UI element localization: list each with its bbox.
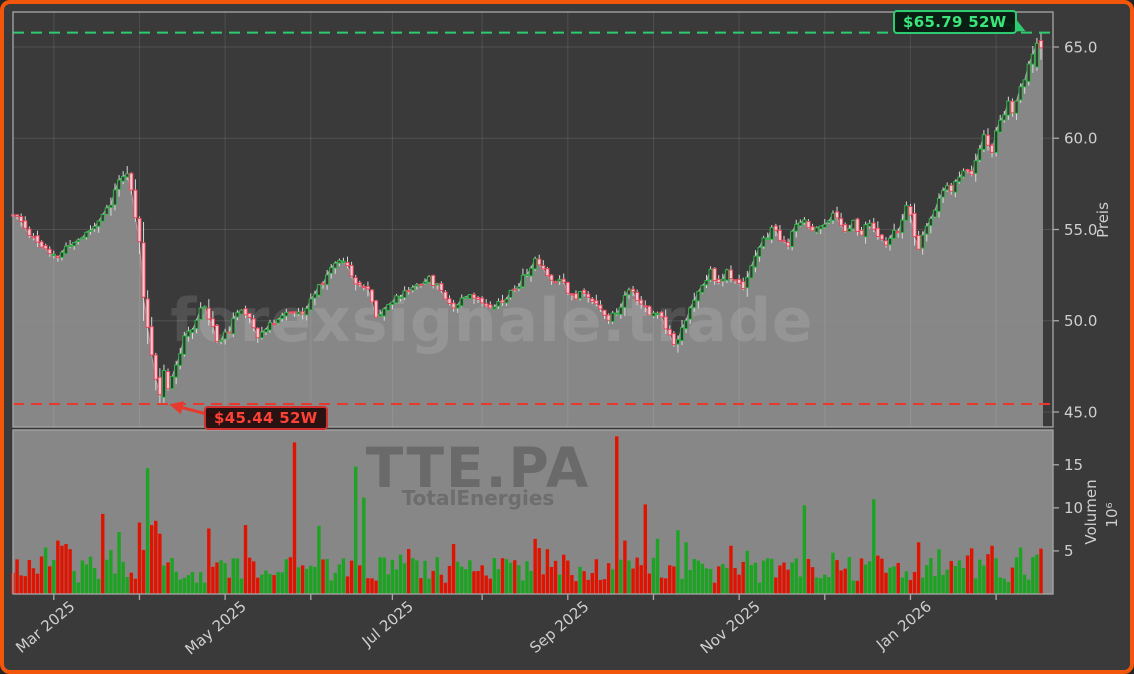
volume-panel-border <box>12 429 1054 595</box>
watermark-site: forexsignale.trade <box>170 286 813 356</box>
svg-text:10: 10 <box>1064 499 1083 517</box>
candlesticks <box>10 32 1044 404</box>
svg-text:55.0: 55.0 <box>1064 221 1097 239</box>
price-axis-ticks: 45.0 50.0 55.0 60.0 65.0 <box>1053 38 1097 421</box>
svg-text:45.0: 45.0 <box>1064 403 1097 421</box>
svg-text:15: 15 <box>1064 456 1083 474</box>
svg-text:May 2025: May 2025 <box>181 597 249 658</box>
x-axis-ticks: Mar 2025 May 2025 Jul 2025 Sep 2025 Nov 2025… <box>12 594 997 659</box>
price-axis-title: Preis <box>1094 202 1112 238</box>
svg-text:Jul 2025: Jul 2025 <box>358 597 417 651</box>
volume-scale-label: 10⁶ <box>1103 502 1121 528</box>
52w-high-annotation: $65.79 52W <box>893 10 1017 34</box>
price-area-fill <box>13 43 1043 428</box>
svg-text:5: 5 <box>1064 542 1074 560</box>
svg-text:Jan 2026: Jan 2026 <box>872 597 935 654</box>
svg-text:50.0: 50.0 <box>1064 312 1097 330</box>
price-panel-border <box>12 11 1054 428</box>
52w-low-annotation: $45.44 52W <box>204 406 328 430</box>
svg-text:60.0: 60.0 <box>1064 130 1097 148</box>
svg-text:65.0: 65.0 <box>1064 38 1097 56</box>
svg-text:Mar 2025: Mar 2025 <box>12 597 78 657</box>
svg-text:Sep 2025: Sep 2025 <box>526 597 592 657</box>
watermark-company: TotalEnergies <box>402 486 555 510</box>
svg-text:Nov 2025: Nov 2025 <box>697 597 764 657</box>
volume-axis-title: Volumen <box>1082 479 1100 545</box>
volume-axis-ticks: 5 10 15 <box>1053 456 1083 560</box>
volume-panel-background <box>13 430 1053 594</box>
watermark-symbol: TTE.PA <box>366 436 591 500</box>
volume-bars <box>11 436 1043 594</box>
